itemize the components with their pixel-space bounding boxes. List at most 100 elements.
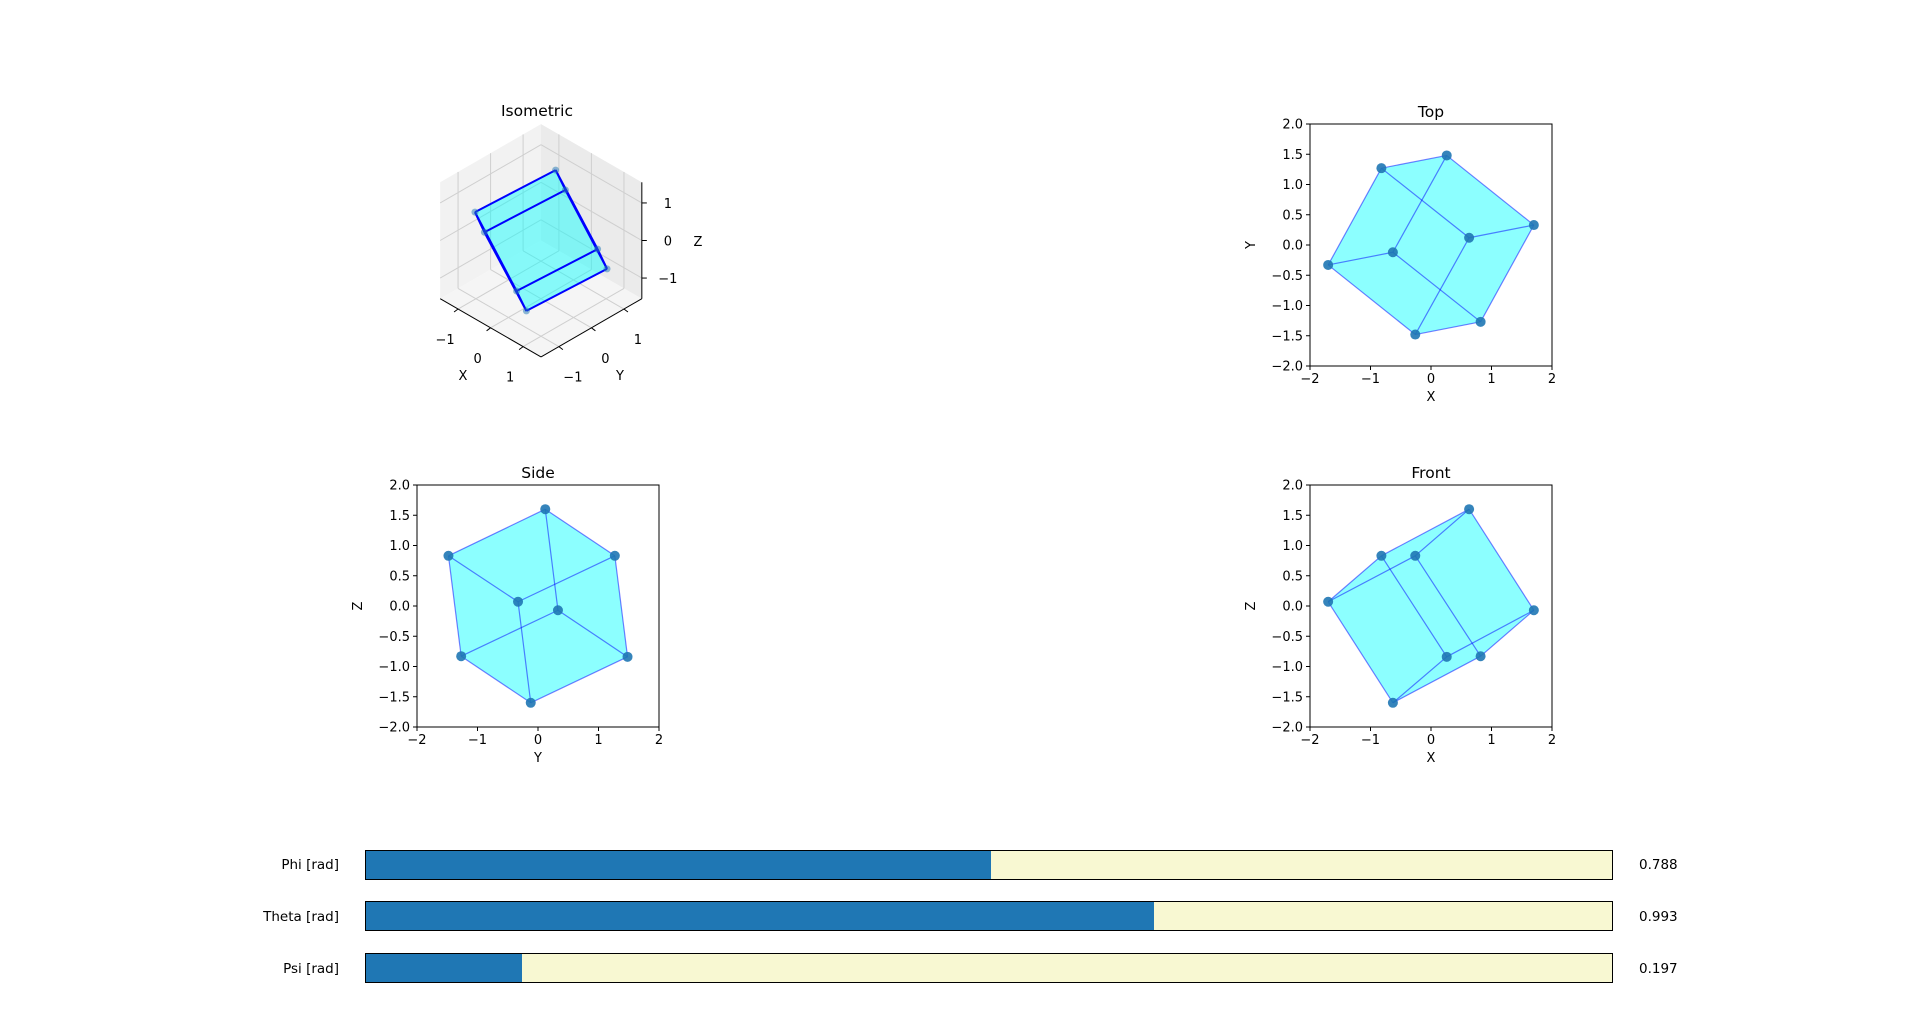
y-tick-label: 0.0 xyxy=(1282,239,1303,254)
cube-edge xyxy=(1468,224,1534,239)
cube-vertex-point xyxy=(1410,329,1421,340)
slider-track-phi[interactable] xyxy=(365,850,1613,880)
cube-edge xyxy=(448,508,546,557)
plot-area xyxy=(1310,485,1552,727)
cube-edge xyxy=(1414,508,1470,557)
cube-edge xyxy=(517,601,532,703)
cube-edge xyxy=(1480,609,1535,657)
cube-edge xyxy=(1327,555,1416,603)
x-tick-label: −2 xyxy=(407,733,426,748)
cube-vertex-point xyxy=(443,550,454,561)
x-tick-label: 0 xyxy=(1427,372,1435,387)
plot-title: Isometric xyxy=(501,102,573,120)
cube-vertex-point xyxy=(603,265,611,273)
slider-fill-psi[interactable] xyxy=(366,954,523,982)
cube-edge xyxy=(1381,508,1470,557)
slider-value-psi: 0.197 xyxy=(1639,961,1678,977)
y-tick-label: −1.0 xyxy=(1271,660,1303,675)
y-tick-label: 1.5 xyxy=(1282,509,1303,524)
cube-edge xyxy=(1392,655,1481,704)
y-axis-label: Z xyxy=(351,601,366,610)
grid-line xyxy=(490,269,592,329)
cube-vertex-point xyxy=(522,307,530,315)
cube-vertex-point xyxy=(1475,316,1486,327)
plot-title: Top xyxy=(1417,103,1444,121)
cube-edge xyxy=(1392,155,1448,253)
cube-edge xyxy=(1327,555,1382,603)
cube-edge xyxy=(530,656,628,704)
x-tick-label: −1 xyxy=(1361,733,1380,748)
x-tick-mark xyxy=(518,346,524,350)
cube-vertex-point xyxy=(540,504,551,515)
cube-edge xyxy=(614,555,629,657)
y-tick-label: −0.5 xyxy=(1271,269,1303,284)
y-tick-label: −1.0 xyxy=(1271,299,1303,314)
x-axis-label: Y xyxy=(533,751,542,766)
cube-vertex-point xyxy=(1387,697,1398,708)
y-tick-label: 2.0 xyxy=(389,479,410,494)
plot-title: Front xyxy=(1411,464,1450,482)
cube-vertex-point xyxy=(513,287,521,295)
grid-line xyxy=(439,181,542,241)
cube-vertex-point xyxy=(480,228,488,236)
cube-vertex-point xyxy=(561,186,569,194)
cube-vertex-point xyxy=(525,697,536,708)
cube-vertex-point xyxy=(1528,220,1539,231)
slider-value-theta: 0.993 xyxy=(1639,909,1678,925)
grid-line xyxy=(522,287,625,348)
grid-line xyxy=(540,144,643,204)
cube-edge xyxy=(564,189,608,270)
cube-vertex-point xyxy=(1410,550,1421,561)
grid-line xyxy=(522,250,625,310)
x-tick-label: 1 xyxy=(1487,372,1495,387)
cube-vertex-point xyxy=(1464,232,1475,243)
cube-edge xyxy=(1446,154,1535,226)
slider-track-psi[interactable] xyxy=(365,953,1613,983)
slider-track-theta[interactable] xyxy=(365,901,1613,931)
cube-faces xyxy=(448,509,628,703)
cube-edge xyxy=(448,555,519,603)
y-tick-label: 1 xyxy=(634,333,642,348)
slider-fill-theta[interactable] xyxy=(366,902,1154,930)
y-tick-label: −2.0 xyxy=(378,721,410,736)
plot-isometric: −1 −1 −1 0 0 0 1 1 1 X Y Z Isometric xyxy=(435,102,702,386)
y-tick-label: −1.5 xyxy=(1271,690,1303,705)
cube-edge xyxy=(1446,609,1535,658)
cube-edge xyxy=(525,267,608,312)
cube-vertex-point xyxy=(594,245,602,253)
cube-edge xyxy=(557,609,628,658)
cube-vertex-point xyxy=(552,605,563,616)
x-tick-label: 2 xyxy=(1548,733,1556,748)
cube-vertex-point xyxy=(609,550,620,561)
x-tick-label: −2 xyxy=(1300,372,1319,387)
cube-edge xyxy=(544,509,559,611)
cube-vertex-point xyxy=(1528,605,1539,616)
y-tick-label: 1.0 xyxy=(389,539,410,554)
y-tick-mark xyxy=(558,346,564,350)
y-tick-label: −2.0 xyxy=(1271,360,1303,375)
y-tick-label: −1.0 xyxy=(378,660,410,675)
x-tick-label: 2 xyxy=(655,733,663,748)
y-tick-label: 0.0 xyxy=(389,600,410,615)
cube-edge xyxy=(447,555,462,657)
slider-fill-phi[interactable] xyxy=(366,851,992,879)
cube-vertex-point xyxy=(1475,651,1486,662)
cube-faces xyxy=(1328,155,1534,335)
slider-value-phi: 0.788 xyxy=(1639,857,1678,873)
y-tick-label: −0.5 xyxy=(378,630,410,645)
x-axis-label: X xyxy=(1427,751,1436,766)
y-tick-label: 0.5 xyxy=(1282,208,1303,223)
y-tick-mark xyxy=(623,308,629,313)
cube-edge xyxy=(1327,601,1394,704)
cube-edge xyxy=(1415,321,1481,336)
y-tick-label: −1 xyxy=(563,371,582,386)
slider-label-theta: Theta [rad] xyxy=(263,909,339,925)
cube-edge xyxy=(1414,555,1482,657)
cube-edge xyxy=(1480,224,1535,323)
cube-edge xyxy=(1380,555,1448,658)
cube-vertex-point xyxy=(1464,504,1475,515)
cube-edge xyxy=(460,655,532,704)
x-tick-mark xyxy=(486,327,491,332)
x-axis-label: X xyxy=(459,369,468,384)
